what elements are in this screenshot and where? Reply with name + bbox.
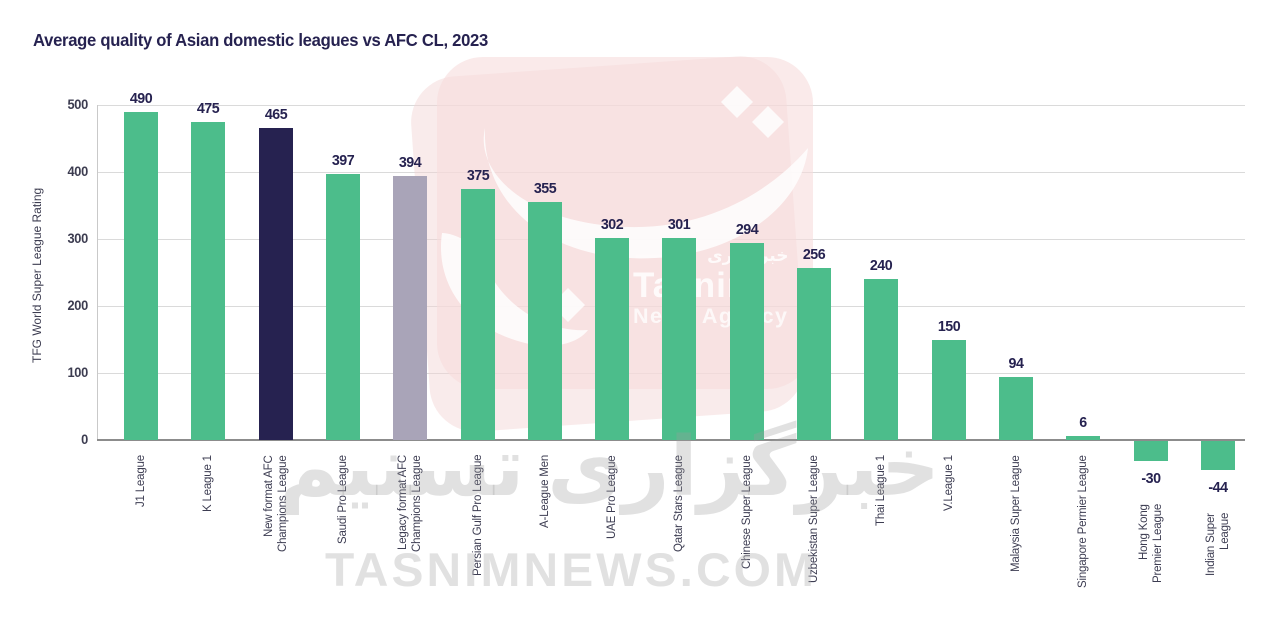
y-tick-label-400: 400 bbox=[67, 164, 88, 179]
bar-value-label: 375 bbox=[466, 166, 489, 184]
bar-value-label: 397 bbox=[331, 152, 355, 169]
bar-14 bbox=[1066, 435, 1101, 440]
bar-2 bbox=[258, 128, 293, 440]
bar-13 bbox=[998, 377, 1033, 440]
x-axis-label: K League 1 bbox=[202, 455, 215, 512]
bar-value-label: 301 bbox=[668, 216, 691, 234]
x-axis-label-box: Thai League 1 bbox=[849, 455, 913, 615]
x-axis-label: Legacy format AFC Champions League bbox=[397, 455, 424, 552]
y-axis-line bbox=[97, 105, 98, 440]
x-axis-label: New format AFC Champions League bbox=[262, 455, 289, 552]
bar-value-label: 294 bbox=[735, 221, 759, 239]
tasnim-brand-agency: News Agency bbox=[633, 303, 789, 328]
bar-4 bbox=[393, 176, 428, 440]
x-axis-label-box: Chinese Super League bbox=[715, 455, 779, 615]
bar-value-label: 256 bbox=[802, 246, 826, 264]
bar-value-label: 94 bbox=[1008, 355, 1024, 373]
y-tick-label-200: 200 bbox=[67, 298, 88, 313]
x-axis-label: Chinese Super League bbox=[740, 455, 753, 569]
bar-6 bbox=[527, 202, 562, 440]
x-axis-label: Indian Super League bbox=[1204, 513, 1231, 577]
bar-10 bbox=[797, 268, 831, 440]
bar-8 bbox=[662, 238, 697, 440]
tasnim-brand-name: Tasnim bbox=[633, 267, 789, 305]
x-axis-label-box: Persian Gulf Pro League bbox=[446, 455, 510, 615]
x-axis-label-box: UAE Pro League bbox=[580, 455, 644, 615]
x-axis-label-box: Singapore Permier League bbox=[1051, 455, 1115, 615]
y-tick-label-0: 0 bbox=[81, 432, 88, 447]
x-axis-label: Malaysia Super League bbox=[1009, 455, 1022, 572]
x-axis-label-box: Legacy format AFC Champions League bbox=[378, 455, 442, 615]
tasnim-brand-arabic: خبرگزاری bbox=[633, 247, 789, 265]
chart-title: Average quality of Asian domestic league… bbox=[33, 30, 488, 50]
x-axis-label: Thai League 1 bbox=[875, 455, 888, 526]
x-axis-label-box: J1 League bbox=[109, 455, 173, 615]
x-axis-label: J1 League bbox=[135, 455, 147, 507]
bar-value-label: -44 bbox=[1208, 479, 1228, 497]
bar-value-label: -30 bbox=[1140, 470, 1161, 488]
bar-value-label: 150 bbox=[937, 317, 960, 335]
y-axis-title: TFG World Super League Rating bbox=[30, 187, 44, 363]
x-axis-label: Saudi Pro League bbox=[336, 455, 349, 544]
bar-9 bbox=[729, 243, 764, 440]
y-tick-label-300: 300 bbox=[67, 231, 88, 246]
x-axis-label-box: Uzbekistan Super League bbox=[782, 455, 846, 615]
bar-5 bbox=[460, 188, 495, 440]
x-axis-label-box: Hong Kong Premier League bbox=[1119, 504, 1183, 643]
x-axis-label-box: A-League Men bbox=[513, 455, 577, 615]
x-axis-label-box: Qatar Stars League bbox=[647, 455, 711, 615]
x-axis-baseline bbox=[97, 439, 1245, 441]
tasnim-brand-block: خبرگزاری Tasnim News Agency bbox=[633, 247, 789, 327]
x-axis-label-box: Malaysia Super League bbox=[984, 455, 1048, 615]
bar-value-label: 240 bbox=[870, 257, 893, 275]
x-axis-label: A-League Men bbox=[538, 455, 551, 529]
bar-3 bbox=[325, 174, 360, 440]
x-axis-label-box: V.League 1 bbox=[917, 455, 981, 615]
bar-value-label: 355 bbox=[533, 180, 557, 198]
x-axis-label-box: K League 1 bbox=[176, 455, 240, 615]
bar-12 bbox=[931, 339, 966, 440]
x-axis-label-box: Indian Super League bbox=[1186, 513, 1250, 643]
x-axis-label: Uzbekistan Super League bbox=[808, 455, 820, 583]
bar-15 bbox=[1133, 441, 1168, 462]
x-axis-label: V.League 1 bbox=[942, 455, 955, 511]
bar-0 bbox=[124, 111, 158, 440]
x-axis-label: Singapore Permier League bbox=[1077, 455, 1090, 588]
bar-1 bbox=[191, 121, 226, 440]
bar-value-label: 465 bbox=[264, 106, 287, 124]
x-axis-label: Qatar Stars League bbox=[673, 455, 686, 552]
bar-7 bbox=[595, 237, 630, 440]
bar-value-label: 302 bbox=[600, 215, 624, 233]
bar-11 bbox=[864, 279, 899, 440]
y-tick-label-500: 500 bbox=[67, 97, 88, 112]
x-axis-label: Hong Kong Premier League bbox=[1137, 504, 1164, 584]
bar-value-label: 6 bbox=[1079, 413, 1087, 431]
x-axis-label-box: Saudi Pro League bbox=[311, 455, 375, 615]
bar-value-label: 394 bbox=[399, 154, 422, 172]
x-axis-label-box: New format AFC Champions League bbox=[244, 455, 308, 615]
x-axis-label: UAE Pro League bbox=[606, 455, 619, 539]
x-axis-label: Persian Gulf Pro League bbox=[471, 455, 484, 577]
bar-value-label: 475 bbox=[197, 99, 220, 117]
bar-16 bbox=[1200, 441, 1235, 471]
bar-value-label: 490 bbox=[129, 89, 153, 107]
y-tick-label-100: 100 bbox=[67, 365, 88, 380]
